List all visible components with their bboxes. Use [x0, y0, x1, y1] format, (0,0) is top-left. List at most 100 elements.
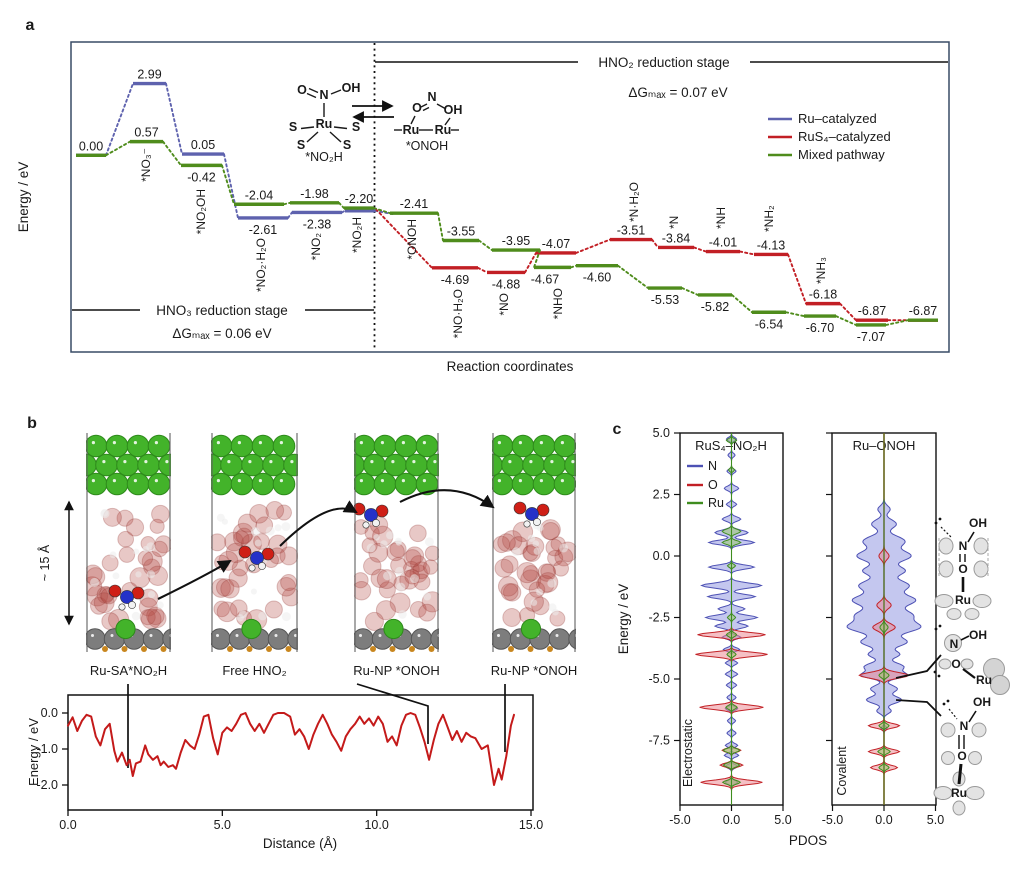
energy-value-label: -6.87: [909, 304, 938, 318]
electrode-atom: [211, 472, 233, 496]
water-oxygen: [422, 559, 439, 575]
highlight-dot: [133, 479, 137, 483]
highlight-dot: [370, 460, 374, 464]
water-hydrogen: [135, 571, 142, 578]
highlight-dot: [487, 460, 490, 463]
md-cell: [354, 434, 439, 652]
water-oxygen: [116, 509, 134, 527]
snapshot-caption: Ru-NP *ONOH: [353, 663, 439, 678]
energy-value-label: 0.05: [191, 138, 215, 152]
water-oxygen: [265, 501, 285, 520]
level-connector: [524, 252, 537, 274]
water-oxygen: [211, 533, 227, 552]
water-hydrogen: [552, 608, 559, 616]
water-oxygen: [516, 561, 538, 584]
orbital-lobe: [990, 675, 1010, 695]
water-hydrogen: [559, 543, 569, 553]
species-label: *NH: [714, 207, 728, 229]
y-tick-label: 0.0: [41, 706, 58, 720]
electrode-atom: [241, 453, 264, 477]
electrode-atom: [354, 434, 376, 458]
water-hydrogen: [131, 611, 141, 621]
water-oxygen: [497, 576, 519, 597]
inset-atom-label: OH: [444, 103, 463, 117]
electrode-atom: [230, 472, 254, 496]
highlight-dot: [359, 634, 362, 637]
sulfur-atom: [227, 646, 233, 652]
water-oxygen: [354, 572, 369, 589]
panel-b: b ~ 15 Å Ru-SA*NO₂H Free HNO₂ Ru-NP *ONOH R…: [26, 415, 577, 851]
orbital-lobe: [938, 537, 954, 555]
level-connector: [575, 238, 611, 254]
reversible-arrows: [352, 100, 394, 123]
slab-atom: [492, 628, 512, 650]
electrode-atom: [283, 453, 298, 477]
electrode-atom: [147, 434, 171, 458]
orbital-atom-label: Ru: [955, 593, 971, 607]
water-oxygen: [149, 518, 165, 534]
water-oxygen: [235, 527, 253, 545]
panel-c-letter: c: [613, 421, 622, 438]
electrode-atom: [105, 434, 129, 458]
y-tick-label: -2.5: [648, 611, 670, 625]
inset-atom-label: S: [352, 120, 360, 134]
highlight-dot: [235, 634, 239, 637]
orbital-lobe: [934, 594, 954, 608]
species-label: *N·H₂O: [627, 182, 641, 222]
orbital-lobe: [938, 560, 954, 578]
snapshot-caption: Ru-SA*NO₂H: [90, 663, 167, 678]
level-connector: [338, 201, 345, 210]
inset-atom-label: N: [427, 90, 436, 104]
inset-atom-label: S: [289, 120, 297, 134]
highlight-dot: [248, 460, 252, 464]
level-connector: [570, 264, 577, 269]
aimd-curve: [67, 712, 515, 786]
x-tick-label: 0.0: [875, 813, 892, 827]
md-snapshots-group: Ru-SA*NO₂H Free HNO₂ Ru-NP *ONOH Ru-NP *ONO…: [86, 433, 577, 768]
highlight-dot: [290, 460, 294, 464]
electrode-atom: [86, 453, 97, 477]
water-hydrogen: [366, 543, 376, 553]
highlight-dot: [258, 479, 262, 483]
highlight-dot: [216, 479, 220, 483]
slab-atom: [430, 628, 439, 650]
lone-pair-dot: [938, 517, 942, 521]
energy-value-label: -4.88: [492, 277, 521, 291]
water-oxygen: [378, 581, 396, 599]
highlight-dot: [237, 441, 241, 445]
water-oxygen: [541, 522, 560, 541]
level-connector: [287, 211, 293, 219]
x-tick-label: 15.0: [519, 818, 543, 832]
water-oxygen: [424, 545, 439, 562]
molecule-atom: [258, 562, 266, 570]
orbital-lobe: [944, 634, 962, 652]
highlight-dot: [529, 460, 533, 464]
x-tick-label: 10.0: [364, 818, 388, 832]
highlight-dot: [539, 441, 544, 445]
energy-value-label: -2.20: [345, 192, 374, 206]
molecule-atom: [362, 521, 370, 529]
electrode-atom: [373, 472, 397, 496]
md-cell: [487, 434, 576, 652]
water-oxygen: [500, 583, 519, 601]
sulfur-atom: [508, 646, 514, 652]
highlight-dot: [508, 460, 512, 464]
panel-a-ylabel: Energy / eV: [16, 162, 31, 233]
water-oxygen: [403, 549, 422, 568]
highlight-dot: [216, 441, 220, 445]
level-connector: [478, 239, 493, 252]
slab-atom: [568, 628, 576, 650]
inset-atom-label: O: [297, 83, 307, 97]
water-hydrogen: [410, 574, 419, 584]
slab-atom: [410, 628, 433, 650]
level-connector: [341, 209, 346, 214]
electrode-atom: [86, 434, 108, 458]
orbital-lobe: [946, 608, 962, 620]
pdos-ylabel: Energy / eV: [616, 584, 631, 655]
slab-atom: [354, 628, 374, 650]
water-oxygen: [409, 601, 427, 618]
legend-label-mixed: Mixed pathway: [798, 147, 885, 162]
highlight-dot: [206, 460, 209, 463]
level-connector: [477, 266, 488, 274]
